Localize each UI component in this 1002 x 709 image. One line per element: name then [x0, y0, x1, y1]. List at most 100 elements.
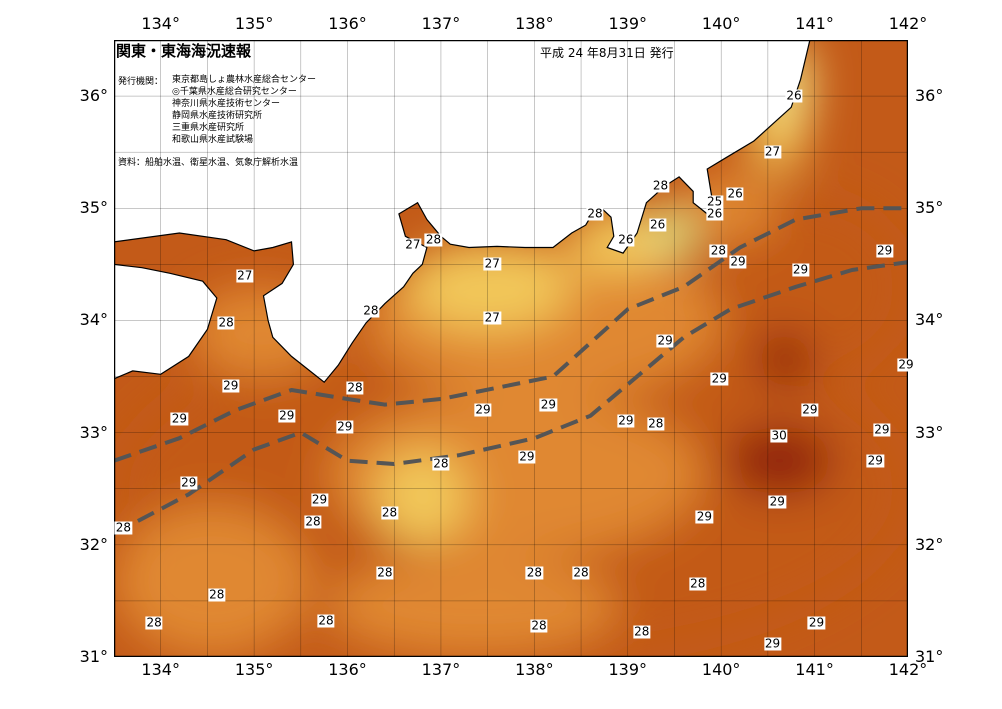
temperature-label: 27	[483, 310, 501, 325]
temperature-label: 29	[278, 408, 296, 423]
temperature-label: 26	[649, 217, 667, 232]
temperature-label: 28	[208, 587, 226, 602]
issuer-item: 東京都島しょ農林水産総合センター	[172, 75, 317, 85]
lat-tick-label-left: 32°	[79, 534, 108, 554]
temperature-label: 28	[376, 565, 394, 580]
temperature-label: 29	[222, 378, 240, 393]
temperature-region-t28	[114, 505, 311, 657]
lon-tick-label-bottom: 137°	[421, 660, 461, 679]
temperature-label: 29	[336, 419, 354, 434]
lat-tick-label-left: 35°	[79, 198, 108, 218]
issuer-item: ◎千葉県水産総合研究センター	[172, 87, 297, 97]
temperature-label: 28	[424, 232, 443, 247]
temperature-label: 28	[114, 520, 132, 535]
temperature-label: 29	[791, 262, 810, 277]
land-mass	[114, 40, 811, 384]
temperature-label: 26	[726, 186, 744, 201]
kuroshio-current-axes	[114, 206, 908, 536]
temperature-label: 30	[770, 428, 788, 443]
temperature-label: 28	[586, 206, 604, 221]
lon-tick-label-top: 137°	[421, 14, 461, 33]
lon-tick-label-bottom: 135°	[234, 660, 274, 679]
lon-tick-label-top: 139°	[608, 14, 648, 33]
temperature-label: 29	[474, 402, 492, 417]
lon-tick-label-top: 142°	[888, 14, 928, 33]
temperature-label: 28	[689, 576, 707, 591]
temperature-region-t30	[758, 331, 810, 388]
temperature-label: 26	[785, 88, 803, 103]
lat-tick-label-left: 31°	[79, 647, 108, 666]
lat-tick-label-right: 35°	[915, 198, 944, 218]
lat-tick-label-right: 32°	[915, 534, 944, 554]
temperature-label: 26	[705, 206, 724, 221]
lon-tick-label-top: 141°	[795, 14, 834, 33]
issuer-label: 発行機関：	[118, 77, 164, 87]
temperature-label: 28	[572, 565, 590, 580]
lat-tick-label-left: 33°	[79, 422, 108, 442]
temperature-label: 28	[145, 615, 163, 630]
temperature-region-t27	[375, 449, 469, 545]
temperature-label: 29	[617, 413, 635, 428]
temperature-label: 28	[346, 380, 364, 395]
current-axis-line	[114, 260, 908, 536]
temperature-label: 28	[709, 243, 727, 258]
temperature-label: 25	[705, 194, 724, 209]
data-sources: 資料：船舶水温、衛星水温、気象庁解析水温	[118, 158, 299, 168]
lat-tick-label-left: 34°	[79, 310, 108, 330]
lon-tick-label-bottom: 142°	[888, 660, 928, 679]
temperature-label: 28	[432, 456, 450, 471]
map-title: 関東・東海海況速報	[116, 42, 252, 60]
lon-tick-label-top: 135°	[234, 14, 274, 33]
lat-tick-label-right: 31°	[915, 647, 944, 666]
lon-tick-label-top: 140°	[701, 14, 741, 33]
temperature-label: 29	[729, 254, 747, 269]
lon-tick-label-bottom: 136°	[328, 660, 367, 679]
temperature-label: 28	[633, 624, 651, 639]
lon-tick-label-bottom: 140°	[701, 660, 741, 679]
temperature-label: 28	[217, 315, 235, 330]
temperature-label: 29	[897, 357, 915, 372]
temperature-label: 28	[304, 514, 322, 529]
temperature-label: 29	[695, 509, 713, 524]
temperature-label: 29	[876, 243, 894, 258]
lat-tick-label-right: 34°	[915, 310, 944, 330]
lon-tick-label-top: 136°	[328, 14, 367, 33]
temperature-label: 27	[236, 268, 254, 283]
temperature-label: 29	[763, 636, 782, 651]
temperature-label: 28	[317, 613, 335, 628]
temperature-label: 29	[539, 397, 557, 412]
temperature-label: 29	[170, 411, 189, 426]
temperature-label: 26	[617, 232, 635, 247]
lon-tick-label-bottom: 139°	[608, 660, 648, 679]
temperature-label: 29	[807, 615, 826, 630]
issuer-item: 三重県水産研究所	[172, 123, 245, 133]
temperature-label: 29	[710, 371, 728, 386]
temperature-label: 29	[866, 453, 884, 468]
temperature-label: 29	[656, 333, 674, 348]
sea-temperature-map	[114, 40, 908, 657]
map-border	[114, 40, 908, 657]
temperature-label: 28	[380, 505, 399, 520]
temperature-region-t29	[702, 197, 908, 377]
temperature-region-t30	[725, 427, 834, 495]
temperature-label: 29	[801, 402, 819, 417]
temperature-label: 29	[518, 449, 536, 464]
issuer-item: 神奈川県水産技術センター	[172, 99, 281, 109]
lon-tick-label-top: 138°	[515, 14, 554, 33]
lat-tick-label-right: 36°	[915, 86, 944, 106]
temperature-label: 29	[180, 475, 198, 490]
lon-tick-label-bottom: 138°	[515, 660, 554, 679]
temperature-label: 28	[651, 178, 670, 193]
temperature-label: 29	[768, 494, 786, 509]
issue-date: 平成 24 年8月31日 発行	[540, 46, 674, 60]
temperature-label: 28	[525, 565, 543, 580]
lon-tick-label-bottom: 141°	[795, 660, 834, 679]
lon-tick-label-top: 134°	[141, 14, 180, 33]
issuer-item: 静岡県水産技術研究所	[172, 111, 263, 121]
issuer-list: 東京都島しょ農林水産総合センター ◎千葉県水産総合研究センター 神奈川県水産技術…	[172, 74, 316, 146]
temperature-label: 29	[873, 422, 891, 437]
temperature-label: 28	[647, 416, 665, 431]
map-frame	[114, 40, 908, 657]
temperature-label: 27	[763, 144, 782, 159]
